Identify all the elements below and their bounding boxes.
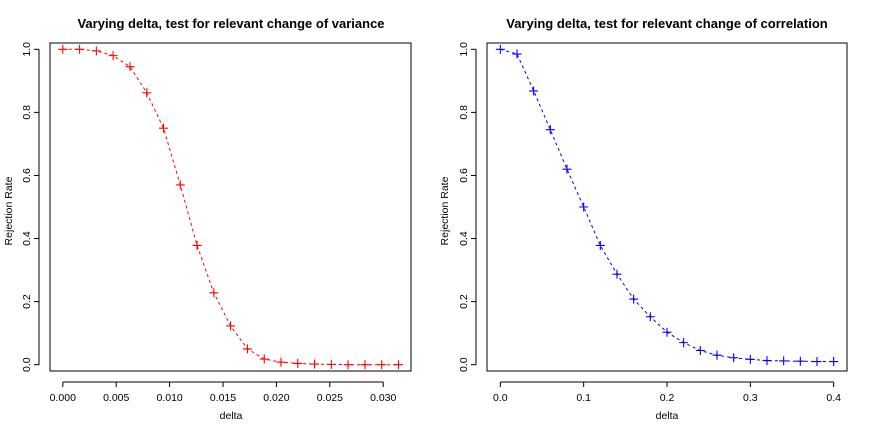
data-point-marker (242, 344, 252, 354)
data-point-marker (58, 44, 68, 54)
data-point-marker (562, 164, 572, 174)
x-tick-label: 0.4 (826, 392, 841, 404)
data-point-marker (159, 123, 169, 133)
x-tick-label: 0.1 (576, 392, 591, 404)
data-point-marker (812, 357, 822, 367)
data-point-marker (259, 354, 269, 364)
data-point-marker (662, 327, 672, 337)
x-axis-label: delta (220, 410, 243, 422)
y-tick-label: 0.4 (458, 231, 470, 246)
x-tick-label: 0.0 (493, 392, 508, 404)
data-point-marker (695, 346, 705, 355)
y-axis-label: Rejection Rate (439, 176, 451, 245)
data-point-marker (343, 360, 353, 370)
data-point-marker (293, 358, 303, 368)
y-tick-label: 0.6 (21, 168, 33, 183)
variance-chart-panel: Varying delta, test for relevant change … (3, 16, 412, 422)
data-point-marker (679, 338, 689, 348)
y-tick-label: 0.8 (458, 105, 470, 120)
y-tick-label: 0.2 (21, 294, 33, 309)
y-tick-label: 0.2 (458, 294, 470, 309)
x-tick-label: 0.000 (50, 392, 76, 404)
data-point-marker (326, 359, 336, 369)
chart-title: Varying delta, test for relevant change … (506, 16, 828, 31)
data-point-marker (779, 356, 789, 366)
data-point-marker (595, 240, 605, 250)
data-point-marker (729, 353, 739, 363)
y-axis-label: Rejection Rate (3, 176, 15, 245)
y-tick-label: 0.6 (458, 168, 470, 183)
data-point-marker (209, 288, 219, 298)
data-point-marker (629, 294, 639, 304)
data-point-marker (795, 356, 805, 366)
x-tick-label: 0.020 (263, 392, 289, 404)
data-point-marker (645, 312, 655, 322)
x-tick-label: 0.010 (156, 392, 182, 404)
x-tick-label: 0.030 (370, 392, 396, 404)
y-tick-label: 1.0 (458, 42, 470, 57)
plot-frame (49, 42, 412, 372)
x-tick-label: 0.015 (210, 392, 236, 404)
series-line (62, 48, 399, 366)
data-point-marker (310, 359, 320, 369)
plot-frame (486, 42, 848, 372)
y-tick-label: 0.8 (21, 105, 33, 120)
data-point-marker (360, 360, 370, 370)
x-tick-label: 0.025 (317, 392, 343, 404)
data-point-marker (175, 180, 185, 190)
data-point-marker (226, 321, 236, 331)
data-point-marker (712, 350, 722, 360)
data-point-marker (529, 86, 539, 96)
data-point-marker (276, 357, 286, 367)
data-point-marker (192, 240, 202, 250)
correlation-chart-panel: Varying delta, test for relevant change … (439, 16, 848, 422)
data-point-marker (745, 354, 755, 364)
y-tick-label: 1.0 (21, 42, 33, 57)
data-point-marker (829, 357, 839, 367)
data-point-marker (108, 51, 118, 61)
y-tick-label: 0.4 (21, 231, 33, 246)
data-point-marker (612, 269, 622, 279)
data-point-marker (762, 356, 772, 366)
data-point-marker (495, 44, 505, 54)
data-point-marker (75, 44, 85, 54)
series-line (500, 48, 834, 362)
x-tick-label: 0.3 (743, 392, 758, 404)
data-point-marker (125, 62, 135, 72)
data-point-marker (142, 88, 152, 98)
data-point-marker (394, 360, 404, 370)
y-tick-label: 0.0 (458, 357, 470, 372)
chart-title: Varying delta, test for relevant change … (77, 16, 384, 31)
x-axis-label: delta (656, 410, 679, 422)
data-point-marker (545, 125, 555, 135)
data-point-marker (377, 360, 387, 370)
data-point-marker (91, 46, 101, 56)
x-tick-label: 0.005 (103, 392, 129, 404)
y-tick-label: 0.0 (21, 357, 33, 372)
data-point-marker (512, 49, 522, 59)
data-point-marker (579, 202, 589, 212)
x-tick-label: 0.2 (660, 392, 675, 404)
